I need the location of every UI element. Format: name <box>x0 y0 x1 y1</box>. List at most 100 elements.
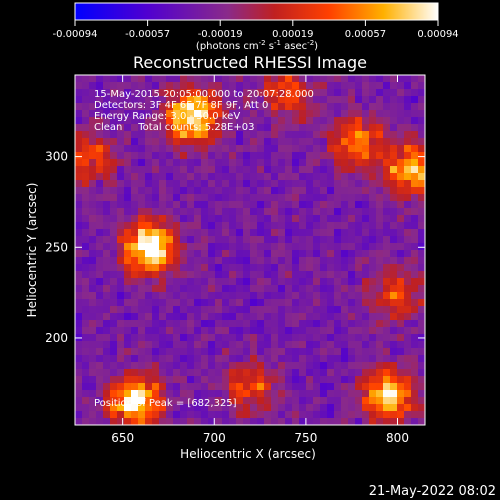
heatmap-cell <box>411 180 419 188</box>
heatmap-cell <box>82 285 90 293</box>
heatmap-cell <box>201 96 209 104</box>
heatmap-cell <box>348 152 356 160</box>
heatmap-cell <box>194 257 202 265</box>
heatmap-cell <box>131 278 139 286</box>
heatmap-cell <box>348 124 356 132</box>
heatmap-cell <box>313 348 321 356</box>
heatmap-cell <box>264 264 272 272</box>
heatmap-cell <box>250 243 258 251</box>
heatmap-cell <box>124 327 132 335</box>
heatmap-cell <box>285 180 293 188</box>
heatmap-cell <box>89 180 97 188</box>
heatmap-cell <box>243 313 251 321</box>
heatmap-cell <box>222 96 230 104</box>
heatmap-cell <box>278 383 286 391</box>
heatmap-cell <box>145 397 153 405</box>
heatmap-cell <box>383 75 391 83</box>
heatmap-cell <box>334 103 342 111</box>
heatmap-cell <box>250 173 258 181</box>
heatmap-cell <box>369 264 377 272</box>
heatmap-cell <box>418 208 425 216</box>
heatmap-cell <box>194 285 202 293</box>
heatmap-cell <box>250 376 258 384</box>
heatmap-cell <box>334 257 342 265</box>
heatmap-cell <box>208 271 216 279</box>
heatmap-cell <box>236 208 244 216</box>
heatmap-cell <box>96 194 104 202</box>
heatmap-cell <box>362 201 370 209</box>
heatmap-cell <box>285 404 293 412</box>
heatmap-cell <box>103 362 111 370</box>
heatmap-cell <box>369 411 377 419</box>
heatmap-cell <box>243 418 251 425</box>
heatmap-cell <box>173 418 181 425</box>
heatmap-cell <box>341 390 349 398</box>
heatmap-cell <box>327 362 335 370</box>
heatmap-cell <box>180 348 188 356</box>
heatmap-cell <box>138 383 146 391</box>
heatmap-cell <box>152 229 160 237</box>
colorbar-tick-label: -0.00019 <box>198 29 243 40</box>
heatmap-cell <box>103 89 111 97</box>
heatmap-cell <box>194 145 202 153</box>
heatmap-cell <box>75 89 83 97</box>
heatmap-cell <box>292 257 300 265</box>
heatmap-cell <box>271 201 279 209</box>
heatmap-cell <box>285 236 293 244</box>
heatmap-cell <box>187 89 195 97</box>
heatmap-cell <box>236 124 244 132</box>
heatmap-cell <box>229 201 237 209</box>
heatmap-cell <box>383 236 391 244</box>
heatmap-cell <box>320 250 328 258</box>
heatmap-cell <box>285 124 293 132</box>
heatmap-cell <box>201 152 209 160</box>
heatmap-cell <box>376 383 384 391</box>
heatmap-cell <box>299 341 307 349</box>
heatmap-cell <box>299 404 307 412</box>
heatmap-cell <box>306 376 314 384</box>
heatmap-cell <box>411 117 419 125</box>
heatmap-cell <box>411 334 419 342</box>
heatmap-cell <box>96 208 104 216</box>
heatmap-cell <box>264 334 272 342</box>
heatmap-cell <box>159 271 167 279</box>
heatmap-cell <box>103 124 111 132</box>
heatmap-cell <box>278 369 286 377</box>
heatmap-cell <box>173 159 181 167</box>
heatmap-cell <box>159 96 167 104</box>
heatmap-cell <box>355 320 363 328</box>
heatmap-cell <box>222 285 230 293</box>
heatmap-cell <box>229 278 237 286</box>
heatmap-cell <box>397 355 405 363</box>
heatmap-cell <box>236 229 244 237</box>
heatmap-cell <box>187 201 195 209</box>
heatmap-cell <box>257 264 265 272</box>
heatmap-cell <box>229 383 237 391</box>
heatmap-cell <box>96 362 104 370</box>
heatmap-cell <box>348 131 356 139</box>
heatmap-cell <box>313 404 321 412</box>
heatmap-cell <box>222 418 230 425</box>
heatmap-cell <box>229 75 237 83</box>
heatmap-cell <box>355 404 363 412</box>
heatmap-cell <box>131 89 139 97</box>
heatmap-cell <box>334 201 342 209</box>
heatmap-cell <box>208 250 216 258</box>
heatmap-cell <box>229 369 237 377</box>
heatmap-cell <box>229 306 237 314</box>
heatmap-cell <box>404 229 412 237</box>
heatmap-cell <box>411 96 419 104</box>
heatmap-cell <box>229 82 237 90</box>
heatmap-cell <box>215 236 223 244</box>
heatmap-cell <box>292 292 300 300</box>
heatmap-cell <box>404 89 412 97</box>
heatmap-cell <box>292 376 300 384</box>
heatmap-cell <box>201 166 209 174</box>
heatmap-cell <box>75 271 83 279</box>
heatmap-cell <box>327 159 335 167</box>
heatmap-cell <box>236 236 244 244</box>
heatmap-cell <box>334 215 342 223</box>
heatmap-cell <box>334 145 342 153</box>
heatmap-cell <box>411 383 419 391</box>
